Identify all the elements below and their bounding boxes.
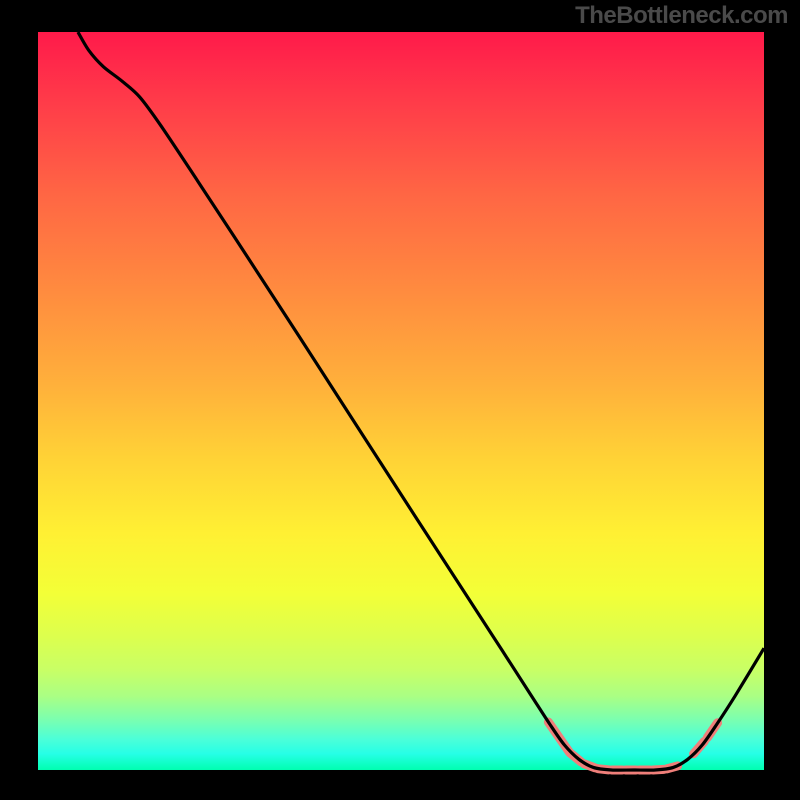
bottleneck-chart: [0, 0, 800, 800]
gradient-background: [38, 32, 764, 770]
watermark-text: TheBottleneck.com: [575, 2, 788, 30]
chart-canvas: TheBottleneck.com: [0, 0, 800, 800]
